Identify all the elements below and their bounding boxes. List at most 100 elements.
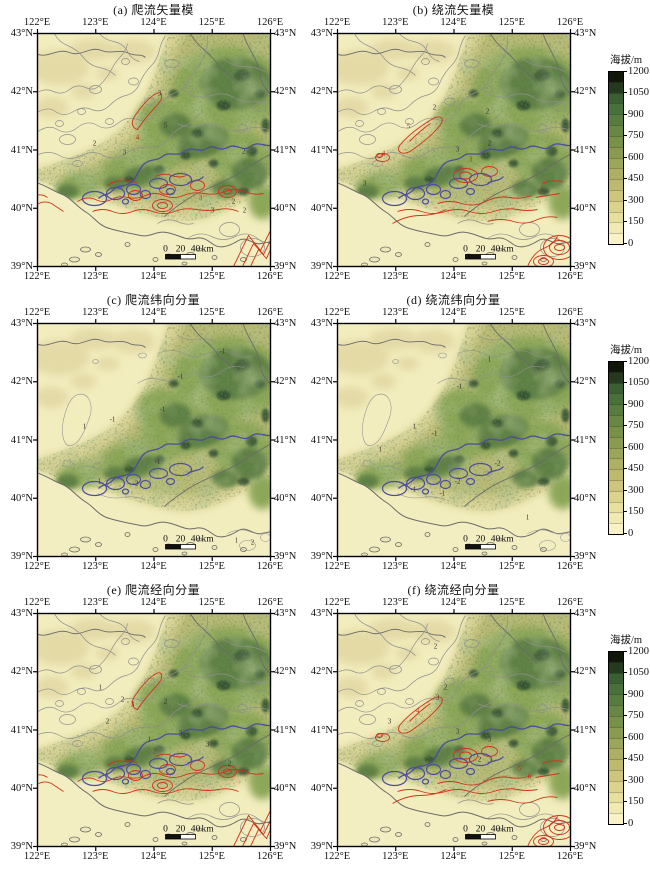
contour-label: 3 (158, 90, 162, 98)
gray-contour-ring (182, 85, 193, 92)
terrain-peak (468, 669, 479, 678)
river-purple-loop (105, 766, 126, 781)
contour-label: 2 (93, 140, 97, 148)
terrain-peak (508, 159, 519, 168)
island (196, 827, 203, 832)
colorbar-segment (609, 748, 623, 760)
contour-label: 4 (136, 134, 140, 142)
terrain-peak (168, 379, 179, 388)
gray-contour (177, 703, 268, 712)
red-contour-ring (376, 733, 383, 738)
lon-tick-label: 122°E (23, 17, 51, 28)
terrain-peak (180, 151, 191, 160)
border-river (337, 48, 446, 58)
terrain-green (99, 149, 176, 188)
red-contour (233, 810, 271, 847)
red-contour (250, 828, 271, 847)
gray-contour (487, 415, 522, 420)
lon-tick-label: 126°E (556, 17, 584, 28)
island (80, 826, 91, 833)
gray-contour-ring (355, 120, 364, 127)
tan-lowland (369, 618, 418, 641)
terrain-green (140, 391, 235, 456)
gray-contour-ring (537, 704, 548, 713)
gray-contour (377, 466, 410, 472)
colorbar-segment (609, 737, 623, 749)
lat-tick-label: 39°N (574, 551, 597, 562)
terrain-green (248, 473, 271, 510)
gray-contour-ring (464, 59, 479, 68)
tan-lowland (95, 66, 120, 81)
red-contour-ring (152, 199, 173, 212)
contour-label: 3 (131, 701, 135, 709)
terrain-dark (499, 57, 571, 110)
terrain-peak (508, 449, 519, 458)
colorbar-tick (623, 532, 627, 534)
map-frame (36, 32, 272, 268)
river-purple-loop (405, 476, 426, 491)
lat-tick-label: 43°N (10, 28, 33, 39)
contour-label: 4 (416, 707, 420, 715)
island (165, 543, 172, 548)
panel-title: (a) 爬流矢量模 (113, 3, 194, 17)
sea (337, 762, 571, 847)
colorbar-tick (623, 70, 627, 72)
terrain-green (172, 46, 271, 131)
island (511, 255, 518, 260)
red-contour (527, 816, 558, 847)
lat-tick-label: 42°N (10, 86, 33, 98)
island (69, 256, 80, 263)
island (361, 842, 368, 847)
colorbar-tick-label: 600 (628, 731, 644, 743)
gray-contour (37, 43, 128, 94)
red-contour (155, 173, 187, 178)
lon-tick-label: 123°E (82, 271, 109, 282)
terrain-green (136, 678, 189, 719)
gray-contour (487, 93, 571, 103)
terrain-green (172, 336, 271, 421)
island (424, 532, 431, 537)
terrain-peak (534, 359, 551, 372)
gray-contour-ring (539, 540, 556, 551)
terrain-peak (554, 379, 565, 388)
gray-contour (337, 615, 466, 695)
colorbar-tick-label: 900 (628, 398, 644, 410)
river-purple-loop (421, 778, 430, 785)
gray-contour-ring (519, 222, 540, 237)
terrain-halo (337, 33, 571, 222)
red-contour (398, 696, 443, 734)
border-river (337, 338, 446, 348)
island (69, 836, 80, 843)
terrain-green (355, 462, 404, 489)
island (395, 542, 402, 547)
terrain-dark (56, 764, 79, 779)
red-contour (398, 116, 443, 154)
gray-contour-ring (540, 818, 565, 837)
panel-f: (f) 绕流经向分量 122°E 122°E 43°N 43°N 123°E 123°E 42… (300, 580, 625, 870)
red-contour (535, 773, 560, 778)
lat-tick-label: 40°N (310, 782, 333, 794)
gray-contour (527, 529, 570, 534)
contour-label: 3 (363, 180, 367, 188)
contour-label: 1 (488, 356, 492, 364)
river-purple-loop (168, 172, 193, 187)
colorbar-segment (609, 382, 623, 394)
terrain-dark (231, 447, 268, 480)
terrain-peak (424, 176, 435, 183)
colorbar-segment (609, 222, 623, 234)
coastline (337, 472, 571, 538)
colorbar-tick-label: 600 (628, 151, 644, 163)
river-purple-loop (165, 767, 176, 776)
lon-tick-label: 125°E (198, 851, 225, 862)
lon-tick-label: 126°E (556, 307, 584, 318)
gray-contour (362, 393, 392, 446)
terrain-dark (159, 113, 192, 138)
gray-contour (222, 58, 267, 73)
panel-title: (e) 爬流经向分量 (106, 583, 201, 597)
lon-tick-label: 125°E (198, 307, 225, 318)
river-purple-loop (381, 190, 408, 207)
terrain-green (55, 172, 104, 199)
island (124, 532, 131, 537)
terrain-peak (491, 709, 504, 718)
colorbar-tick (623, 736, 627, 738)
